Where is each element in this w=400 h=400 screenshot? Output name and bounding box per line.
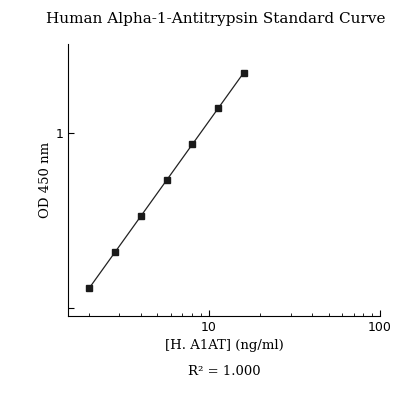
Y-axis label: OD 450 nm: OD 450 nm bbox=[40, 142, 52, 218]
Text: Human Alpha-1-Antitrypsin Standard Curve: Human Alpha-1-Antitrypsin Standard Curve bbox=[46, 12, 386, 26]
X-axis label: [H. A1AT] (ng/ml): [H. A1AT] (ng/ml) bbox=[165, 340, 283, 352]
Text: R² = 1.000: R² = 1.000 bbox=[188, 365, 260, 378]
